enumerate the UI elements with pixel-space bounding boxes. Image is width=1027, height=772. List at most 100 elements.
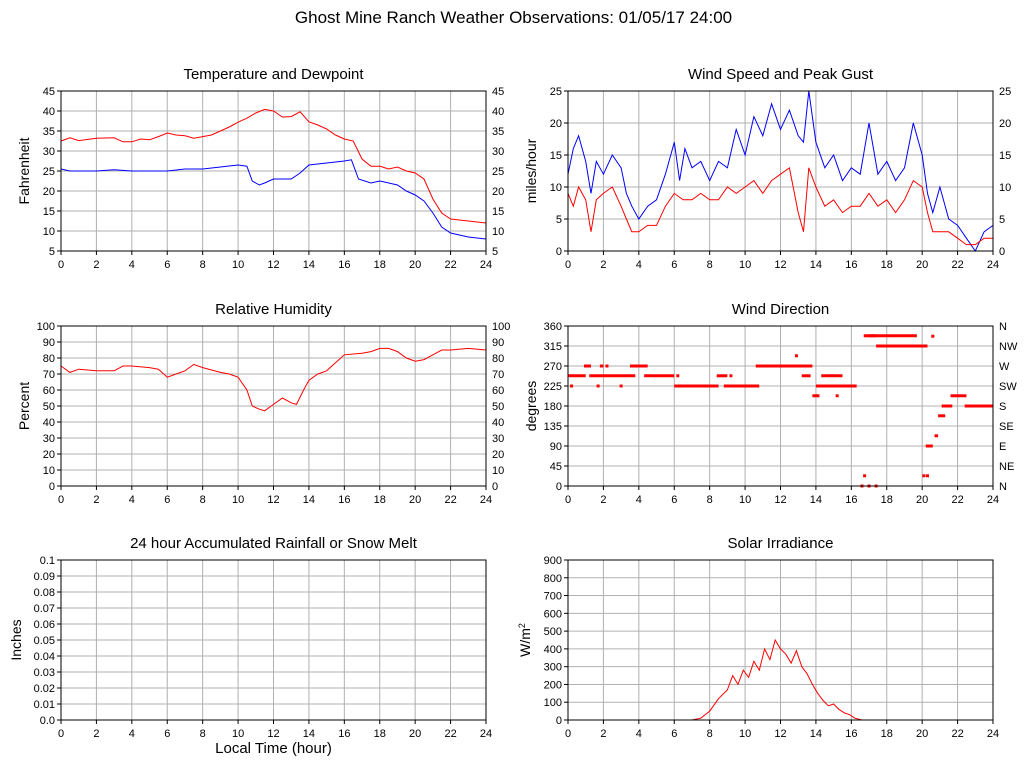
rh-right-tick-label: 0 (492, 481, 498, 493)
wdir-right-tick-label: N (999, 321, 1007, 333)
wind-x-tick-label: 4 (636, 259, 642, 271)
rh-x-tick-label: 20 (409, 494, 421, 506)
wind-x-tick-label: 12 (774, 259, 786, 271)
wdir-x-tick-label: 4 (636, 494, 642, 506)
rain-x-tick-label: 6 (164, 728, 170, 740)
rh-x-tick-label: 6 (164, 494, 170, 506)
rain-x-tick-label: 8 (200, 728, 206, 740)
solar-y-axis-label: W/m2 (517, 623, 533, 657)
temp-y-tick-label: 40 (43, 106, 55, 118)
wdir-y-tick-label: 45 (550, 461, 562, 473)
solar-y-tick-label: 400 (544, 644, 562, 656)
rh-x-tick-label: 8 (200, 494, 206, 506)
rain-x-tick-label: 22 (444, 728, 456, 740)
wdir-point (596, 384, 600, 388)
rain-y-tick-label: 0.0 (40, 715, 55, 727)
temp-x-tick-label: 14 (303, 259, 315, 271)
wdir-point (605, 364, 609, 368)
temp-y-axis-label: Fahrenheit (16, 137, 32, 204)
solar-y-tick-label: 600 (544, 608, 562, 620)
wind-y-axis-label: miles/hour (523, 138, 539, 203)
temp-series-line-1 (60, 159, 487, 240)
wdir-x-tick-label: 8 (707, 494, 713, 506)
rh-plot-frame (60, 325, 487, 487)
wdir-right-tick-label: N (999, 481, 1007, 493)
rh-y-tick-label: 40 (43, 417, 55, 429)
rh-right-tick-label: 80 (492, 353, 504, 365)
solar-x-tick-label: 24 (987, 728, 999, 740)
solar-y-tick-label: 500 (544, 626, 562, 638)
rain-plot-frame (60, 559, 487, 721)
wind-x-tick-label: 18 (881, 259, 893, 271)
solar-y-tick-label: 200 (544, 679, 562, 691)
solar-x-tick-label: 4 (636, 728, 642, 740)
x-axis-label: Local Time (hour) (215, 740, 332, 757)
wind-series-line-1 (567, 166, 993, 246)
wind-x-tick-label: 16 (845, 259, 857, 271)
rh-y-tick-label: 60 (43, 385, 55, 397)
wdir-y-tick-label: 0 (556, 481, 562, 493)
rh-y-tick-label: 0 (49, 481, 55, 493)
rh-y-tick-label: 30 (43, 433, 55, 445)
wdir-y-tick-label: 225 (544, 381, 562, 393)
rain-y-tick-label: 0.1 (40, 555, 55, 567)
wdir-y-axis-label: degrees (523, 381, 539, 432)
wind-y-tick-label: 10 (550, 182, 562, 194)
rain-y-tick-label: 0.02 (34, 683, 55, 695)
wdir-x-tick-label: 16 (845, 494, 857, 506)
rain-title: 24 hour Accumulated Rainfall or Snow Mel… (130, 535, 418, 552)
temp-x-tick-label: 6 (164, 259, 170, 271)
rain-x-tick-label: 0 (58, 728, 64, 740)
rh-x-tick-label: 24 (480, 494, 492, 506)
wind-y-tick-label: 5 (556, 214, 562, 226)
solar-plot-frame (567, 559, 994, 721)
rh-x-tick-label: 4 (129, 494, 135, 506)
temp-right-tick-label: 45 (492, 86, 504, 98)
temp-x-tick-label: 4 (129, 259, 135, 271)
solar-x-tick-label: 2 (600, 728, 606, 740)
rh-y-tick-label: 80 (43, 353, 55, 365)
temp-right-tick-label: 5 (492, 246, 498, 258)
rh-right-tick-label: 40 (492, 417, 504, 429)
temp-y-tick-label: 15 (43, 206, 55, 218)
temp-y-tick-label: 30 (43, 146, 55, 158)
wdir-x-tick-label: 2 (600, 494, 606, 506)
rain-y-tick-label: 0.08 (34, 587, 55, 599)
wdir-point (619, 384, 623, 388)
temp-y-tick-label: 45 (43, 86, 55, 98)
wind-x-tick-label: 0 (565, 259, 571, 271)
wdir-title: Wind Direction (732, 301, 830, 318)
temp-x-tick-label: 16 (338, 259, 350, 271)
wdir-right-tick-label: SW (999, 381, 1017, 393)
wdir-x-tick-label: 18 (881, 494, 893, 506)
wdir-x-tick-label: 20 (916, 494, 928, 506)
wind-right-tick-label: 10 (999, 182, 1011, 194)
rh-x-tick-label: 0 (58, 494, 64, 506)
temp-x-tick-label: 10 (232, 259, 244, 271)
wdir-y-tick-label: 270 (544, 361, 562, 373)
rh-x-tick-label: 12 (267, 494, 279, 506)
wdir-point (570, 384, 574, 388)
wdir-point (931, 334, 935, 338)
rh-y-tick-label: 70 (43, 369, 55, 381)
wind-right-tick-label: 20 (999, 118, 1011, 130)
wdir-right-tick-label: NW (999, 341, 1018, 353)
solar-x-tick-label: 0 (565, 728, 571, 740)
rh-x-tick-label: 16 (338, 494, 350, 506)
rh-x-tick-label: 14 (303, 494, 315, 506)
solar-y-tick-label: 700 (544, 591, 562, 603)
rh-y-tick-label: 20 (43, 449, 55, 461)
solar-series-line-0 (568, 638, 993, 721)
wdir-point (925, 474, 929, 478)
rain-y-axis-label: Inches (8, 619, 24, 660)
solar-y-tick-label: 300 (544, 662, 562, 674)
rh-x-tick-label: 22 (444, 494, 456, 506)
temp-right-tick-label: 25 (492, 166, 504, 178)
wdir-y-tick-label: 360 (544, 321, 562, 333)
rh-title: Relative Humidity (215, 301, 332, 318)
solar-x-tick-label: 16 (845, 728, 857, 740)
wdir-right-tick-label: E (999, 441, 1006, 453)
rh-right-tick-label: 50 (492, 401, 504, 413)
wdir-y-tick-label: 90 (550, 441, 562, 453)
page-title: Ghost Mine Ranch Weather Observations: 0… (294, 8, 733, 27)
